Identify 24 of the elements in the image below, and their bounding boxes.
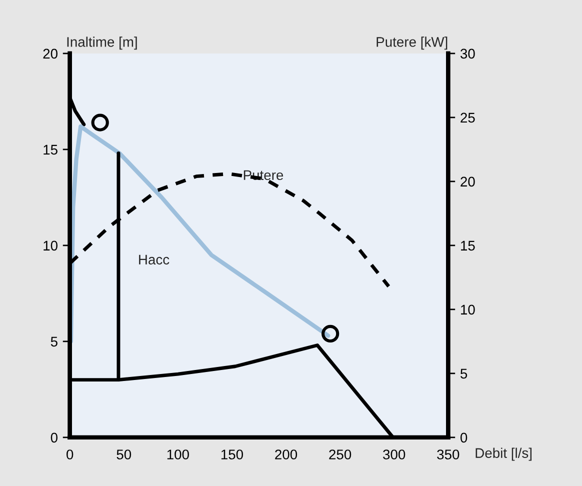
annotation: Hacc bbox=[139, 254, 170, 265]
x-tick-label: 300 bbox=[383, 450, 406, 460]
y-tick-label: 5 bbox=[50, 336, 58, 347]
x-tick-label: 250 bbox=[329, 450, 352, 460]
y-tick-label: 0 bbox=[50, 432, 58, 443]
y2-tick-label: 30 bbox=[460, 48, 475, 59]
x-tick-label: 150 bbox=[221, 450, 244, 460]
y2-tick-label: 25 bbox=[460, 112, 475, 123]
x-tick-label: 200 bbox=[275, 450, 298, 460]
y-tick-label: 15 bbox=[44, 144, 58, 155]
x-axis-title: Debit [l/s] bbox=[476, 448, 532, 461]
y2-tick-label: 15 bbox=[461, 240, 475, 251]
y2-tick-label: 20 bbox=[460, 176, 475, 187]
y2-axis-title: Putere [kW] bbox=[376, 36, 448, 50]
y2-tick-label: 10 bbox=[461, 304, 475, 315]
y2-tick-label: 5 bbox=[460, 368, 468, 379]
y2-tick-label: 0 bbox=[460, 432, 468, 443]
x-tick-label: 100 bbox=[167, 450, 189, 460]
y-tick-label: 20 bbox=[43, 48, 58, 59]
x-tick-label: 350 bbox=[437, 450, 460, 460]
x-tick-label: 0 bbox=[66, 450, 74, 460]
y-axis-title: Inaltime [m] bbox=[67, 36, 137, 50]
y-tick-label: 10 bbox=[44, 240, 58, 251]
x-tick-label: 50 bbox=[116, 450, 132, 460]
